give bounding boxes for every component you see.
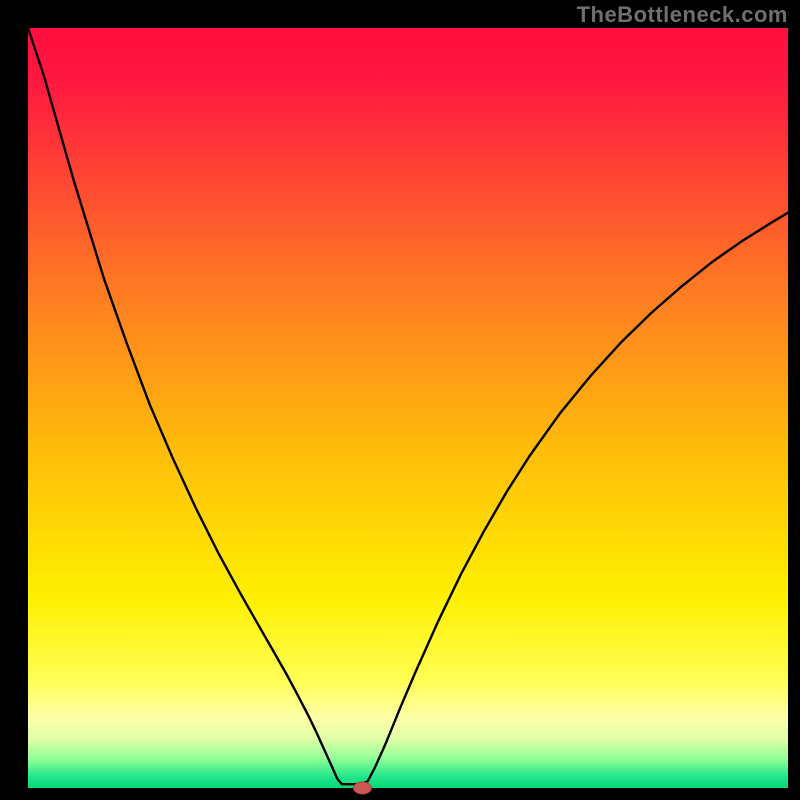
optimal-point-marker	[353, 782, 371, 794]
watermark-text: TheBottleneck.com	[577, 2, 788, 28]
plot-background	[28, 28, 788, 788]
chart-svg	[0, 0, 800, 800]
bottleneck-chart: TheBottleneck.com	[0, 0, 800, 800]
